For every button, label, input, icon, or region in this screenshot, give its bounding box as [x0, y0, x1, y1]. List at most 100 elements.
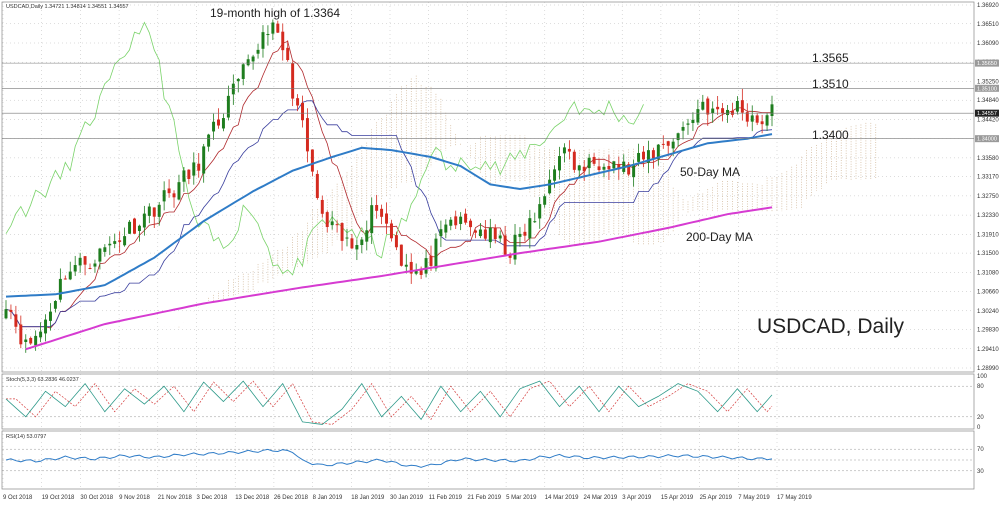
candle-body	[681, 126, 685, 131]
candle-body	[765, 115, 769, 126]
ma50-line	[5, 133, 773, 298]
candle-body	[424, 258, 428, 274]
x-tick-label: 25 Apr 2019	[700, 495, 733, 501]
annotation-1-3400: 1.3400	[812, 128, 849, 142]
candle-body	[137, 225, 141, 232]
candle-body	[207, 134, 211, 147]
candle-body	[118, 240, 122, 242]
candle-body	[389, 223, 393, 239]
price-tag-label: 1.34557	[977, 111, 997, 117]
candle-body	[192, 162, 196, 176]
candle-body	[226, 95, 230, 118]
x-tick-label: 17 May 2019	[777, 495, 812, 501]
candle-body	[305, 118, 309, 152]
candle-body	[231, 83, 235, 95]
y-tick-label: 1.36920	[977, 3, 999, 9]
candle-body	[187, 169, 191, 179]
y-tick-label: 1.29830	[977, 328, 999, 334]
main-panel	[1, 1, 975, 373]
x-tick-label: 8 Jan 2019	[313, 495, 343, 501]
candle-body	[533, 221, 537, 223]
x-tick-label: 19 Oct 2018	[42, 495, 75, 501]
candle-body	[602, 166, 606, 170]
candle-body	[29, 337, 33, 344]
candle-body	[167, 188, 171, 194]
y-tick-label: 1.34840	[977, 98, 999, 104]
candle-body	[325, 212, 329, 228]
candle-body	[414, 269, 418, 274]
candle-body	[558, 156, 561, 171]
candle-body	[686, 123, 690, 125]
price-tag	[975, 135, 999, 143]
candle-body	[409, 261, 413, 274]
candle-body	[577, 165, 581, 171]
x-tick-label: 13 Dec 2018	[235, 495, 270, 501]
rsi-level-label: 70	[977, 447, 984, 453]
axes: 1.369201.365101.360901.356701.352501.348…	[2, 3, 999, 501]
candle-body	[315, 173, 319, 198]
x-tick-label: 26 Dec 2018	[274, 495, 309, 501]
candle-body	[340, 223, 344, 241]
y-tick-label: 1.30240	[977, 309, 999, 315]
y-tick-label: 1.31910	[977, 232, 999, 238]
price-tag-label: 1.35100	[977, 86, 997, 92]
annotation-1-3510: 1.3510	[812, 77, 849, 91]
price-tag	[975, 109, 999, 117]
candle-body	[217, 119, 220, 126]
stoch-level-label: 20	[977, 415, 984, 421]
candle-body	[355, 245, 359, 250]
candle-body	[642, 151, 645, 160]
ichimoku-lines	[5, 21, 773, 329]
candle-body	[83, 256, 87, 265]
candle-body	[24, 339, 28, 343]
candle-body	[34, 335, 38, 346]
candle-body	[266, 34, 270, 36]
ma200-line	[25, 206, 773, 351]
candle-body	[464, 213, 468, 223]
candle-body	[518, 233, 522, 237]
candle-body	[113, 241, 117, 244]
candle-body	[671, 141, 675, 149]
candle-body	[627, 164, 631, 175]
candle-body	[128, 221, 132, 234]
annotation-50-day-ma: 50-Day MA	[680, 165, 740, 179]
stoch-level-label: 100	[977, 374, 988, 380]
y-tick-label: 1.31080	[977, 270, 999, 276]
candle-body	[197, 163, 201, 171]
candle-body	[246, 59, 250, 66]
y-tick-label: 1.35250	[977, 79, 999, 85]
candle-body	[553, 169, 557, 181]
candle-body	[572, 151, 576, 170]
candle-body	[394, 235, 398, 248]
candle-body	[548, 179, 552, 194]
candle-body	[691, 119, 695, 124]
candle-body	[142, 213, 146, 228]
candle-body	[256, 49, 260, 54]
candle-body	[656, 144, 660, 160]
x-tick-label: 21 Feb 2019	[467, 495, 501, 501]
candle-body	[350, 238, 354, 249]
candle-body	[360, 239, 364, 246]
candle-body	[98, 248, 102, 262]
x-tick-label: 11 Feb 2019	[429, 495, 463, 501]
x-tick-label: 7 May 2019	[738, 495, 770, 501]
candle-body	[370, 205, 374, 234]
candle-body	[147, 206, 151, 216]
candle-body	[177, 182, 181, 200]
candle-body	[14, 314, 18, 327]
candle-body	[251, 56, 255, 62]
x-tick-label: 24 Mar 2019	[584, 495, 618, 501]
candle-body	[454, 216, 458, 226]
candle-body	[182, 170, 186, 182]
x-tick-label: 21 Nov 2018	[158, 495, 193, 501]
candle-body	[310, 149, 314, 172]
candle-body	[212, 121, 216, 132]
candle-body	[543, 196, 547, 205]
candle-body	[429, 255, 433, 266]
candle-body	[152, 207, 156, 217]
stoch-label: Stoch(5,3,3) 63.2836 46.0237	[6, 377, 79, 383]
y-tick-label: 1.28990	[977, 366, 999, 372]
candle-body	[661, 143, 665, 145]
y-tick-label: 1.32750	[977, 194, 999, 200]
candle-body	[345, 237, 349, 239]
